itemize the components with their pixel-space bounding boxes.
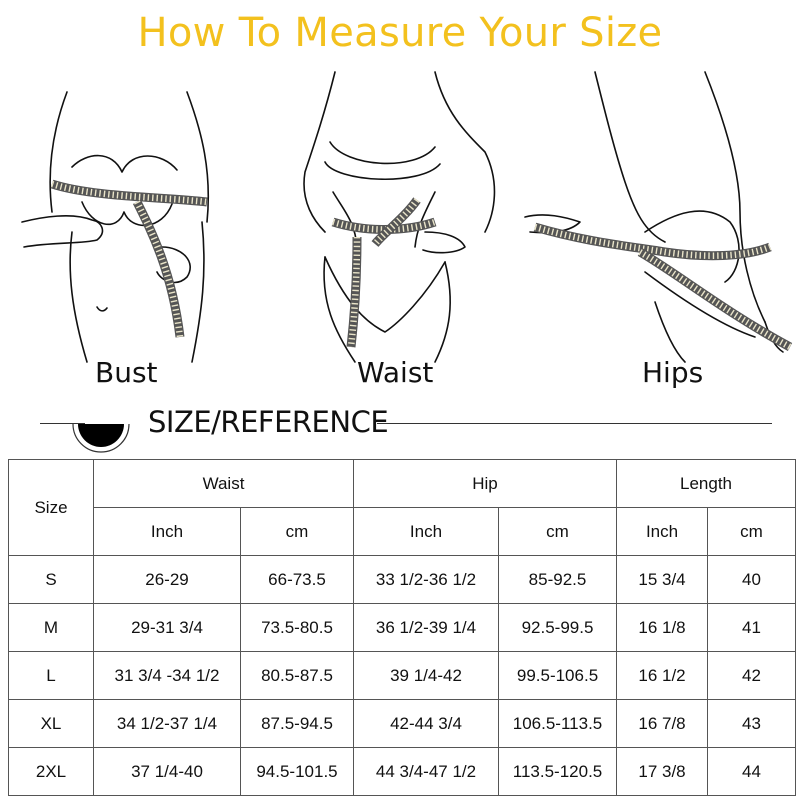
unit-header: cm [707,507,797,556]
table-cell: 42-44 3/4 [353,699,499,748]
table-cell: 33 1/2-36 1/2 [353,555,499,604]
table-cell: 39 1/4-42 [353,651,499,700]
unit-header: cm [240,507,354,556]
unit-header: Inch [353,507,499,556]
section-divider-left [40,423,85,424]
table-cell: 37 1/4-40 [93,747,241,796]
unit-header: cm [497,507,618,556]
table-cell: 16 7/8 [616,699,709,748]
size-cell: S [8,555,94,604]
table-cell: 80.5-87.5 [240,651,354,700]
unit-header: Inch [616,507,709,556]
bust-measure-illustration [12,72,242,363]
table-header-row: Size Waist Hip Length [8,459,797,556]
unit-header: Inch [93,507,241,556]
table-row: S 26-29 66-73.5 33 1/2-36 1/2 85-92.5 15… [8,555,797,604]
size-cell: L [8,651,94,700]
table-cell: 36 1/2-39 1/4 [353,603,499,652]
table-cell: 94.5-101.5 [240,747,354,796]
table-cell: 42 [707,651,797,700]
hip-group-header: Hip [352,459,618,508]
section-title: SIZE/REFERENCE [148,405,389,439]
table-cell: 43 [707,699,797,748]
table-cell: 87.5-94.5 [240,699,354,748]
table-unit-row: Inch cm Inch cm Inch cm [9,507,797,556]
table-row: 2XL 37 1/4-40 94.5-101.5 44 3/4-47 1/2 1… [8,747,797,796]
table-cell: 34 1/2-37 1/4 [93,699,241,748]
size-cell: M [8,603,94,652]
length-group-header: Length [616,459,797,508]
table-cell: 66-73.5 [240,555,354,604]
table-cell: 40 [707,555,797,604]
half-circle-icon [68,404,134,454]
table-cell: 92.5-99.5 [497,603,618,652]
table-cell: 44 3/4-47 1/2 [353,747,499,796]
hips-caption: Hips [642,356,704,389]
bust-caption: Bust [95,356,158,389]
size-header: Size [8,459,94,556]
size-cell: XL [8,699,94,748]
table-cell: 99.5-106.5 [497,651,618,700]
table-cell: 29-31 3/4 [93,603,241,652]
table-cell: 41 [707,603,797,652]
table-cell: 73.5-80.5 [240,603,354,652]
table-cell: 85-92.5 [497,555,618,604]
table-cell: 31 3/4 -34 1/2 [93,651,241,700]
table-cell: 106.5-113.5 [497,699,618,748]
waist-caption: Waist [357,356,434,389]
table-cell: 16 1/2 [616,651,709,700]
page-title: How To Measure Your Size [137,10,663,56]
table-cell: 17 3/8 [616,747,709,796]
table-cell: 44 [707,747,797,796]
hips-measure-illustration [524,71,795,363]
size-cell: 2XL [8,747,94,796]
waist-group-header: Waist [93,459,354,508]
table-row: XL 34 1/2-37 1/4 87.5-94.5 42-44 3/4 106… [8,699,797,748]
table-cell: 113.5-120.5 [497,747,618,796]
size-chart-table: Size Waist Hip Length Inch cm Inch cm In… [8,459,797,796]
table-cell: 26-29 [93,555,241,604]
table-cell: 15 3/4 [616,555,709,604]
waist-measure-illustration [285,71,515,363]
table-cell: 16 1/8 [616,603,709,652]
table-row: M 29-31 3/4 73.5-80.5 36 1/2-39 1/4 92.5… [8,603,797,652]
table-row: L 31 3/4 -34 1/2 80.5-87.5 39 1/4-42 99.… [8,651,797,700]
section-divider-right [377,423,772,424]
